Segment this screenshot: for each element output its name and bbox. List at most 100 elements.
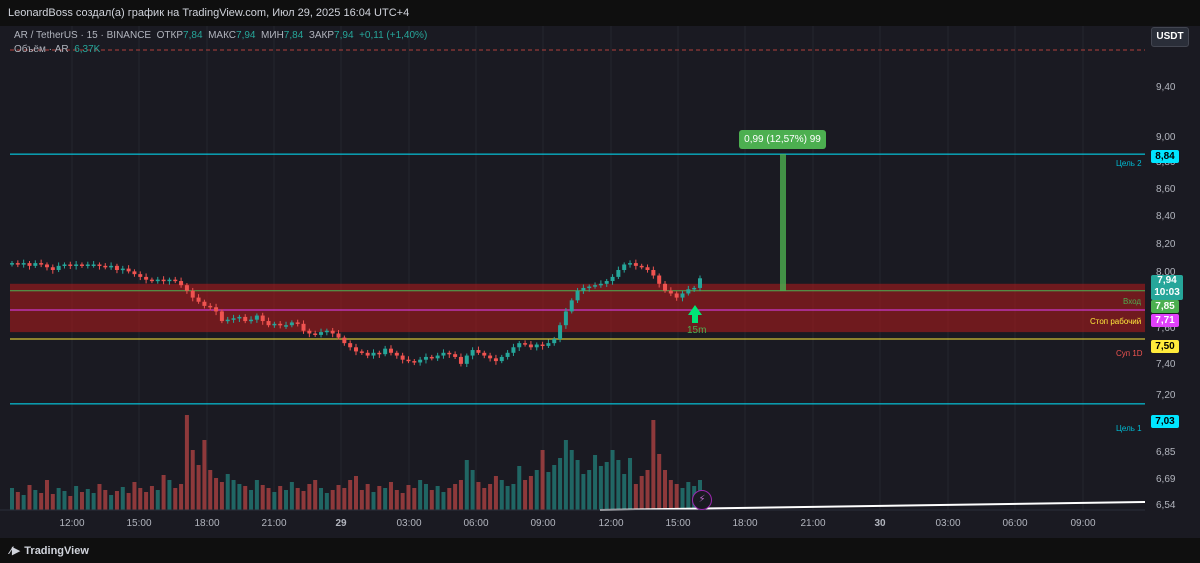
price-chart[interactable]: 9,409,008,808,608,408,208,007,807,607,40…	[0, 26, 1200, 538]
volume-bar	[558, 458, 563, 510]
volume-bar	[458, 480, 463, 510]
candle-body	[348, 343, 353, 348]
measure-label[interactable]: 0,99 (12,57%) 99	[739, 130, 826, 149]
volume-bar	[377, 486, 382, 510]
currency-button[interactable]: USDT	[1151, 27, 1189, 47]
volume-bar	[56, 488, 61, 510]
volume-bar	[249, 490, 254, 510]
volume-bar	[243, 486, 248, 510]
volume-bar	[167, 480, 172, 510]
candle-body	[97, 264, 102, 266]
low-value: 7,84	[283, 30, 304, 41]
volume-bar	[289, 482, 294, 510]
volume-bar	[342, 488, 347, 510]
current-price: 7,94	[1157, 275, 1177, 286]
volume-bar	[79, 492, 84, 510]
candle-body	[464, 355, 469, 364]
volume-bar	[686, 482, 691, 510]
candle-body	[540, 344, 545, 347]
x-tick-label: 03:00	[935, 518, 960, 529]
volume-bar	[354, 476, 358, 510]
candle-body	[517, 343, 522, 348]
candle-body	[616, 270, 621, 277]
volume-bar	[563, 440, 568, 510]
candle-body	[499, 356, 504, 362]
volume-bar	[120, 487, 125, 510]
candle-body	[126, 268, 131, 272]
volume-bar	[639, 476, 644, 510]
candle-body	[39, 263, 44, 265]
candle-body	[62, 264, 67, 266]
volume-bar	[214, 478, 219, 510]
volume-bar	[155, 490, 160, 510]
volume-bar	[505, 486, 510, 510]
volume-bar	[97, 484, 102, 510]
volume-bar	[616, 460, 621, 510]
candle-body	[622, 264, 627, 270]
volume-bar	[423, 484, 428, 510]
price-tag-current: 7,94 10:03	[1151, 275, 1183, 300]
candle-body	[254, 315, 259, 320]
candle-body	[208, 305, 213, 308]
volume-bar	[219, 482, 224, 510]
x-tick-label: 15:00	[126, 518, 151, 529]
level-label-stop: Стоп рабочий	[1090, 317, 1142, 326]
volume-bar	[651, 420, 656, 510]
volume-bar	[546, 472, 551, 510]
price-tag-target1: 7,03	[1151, 415, 1179, 428]
candle-body	[552, 339, 557, 344]
volume-bar	[464, 460, 469, 510]
x-tick-label: 21:00	[261, 518, 286, 529]
volume-bar	[44, 480, 49, 510]
volume-value: 6,37K	[74, 44, 101, 55]
candle-body	[633, 263, 638, 266]
volume-bar	[569, 450, 574, 510]
candle-body	[79, 264, 84, 266]
volume-bar	[313, 480, 318, 510]
candle-body	[558, 325, 563, 339]
x-tick-label: 06:00	[463, 518, 488, 529]
candle-body	[639, 265, 644, 268]
level-label-sup1d: Суп 1D	[1116, 349, 1143, 358]
price-tag-target2: 8,84	[1151, 150, 1179, 163]
x-tick-label: 15:00	[665, 518, 690, 529]
x-tick-label: 12:00	[59, 518, 84, 529]
bar-countdown: 10:03	[1154, 287, 1180, 298]
candle-body	[342, 337, 347, 344]
y-tick-label: 6,69	[1156, 474, 1176, 485]
close-label: ЗАКР	[308, 30, 335, 41]
candle-body	[289, 322, 294, 326]
candle-body	[179, 281, 184, 286]
volume-label[interactable]: Объём · AR	[14, 44, 69, 55]
volume-bar	[435, 486, 440, 510]
volume-bar	[680, 488, 685, 510]
volume-bar	[173, 488, 178, 510]
price-tag-entry: 7,85	[1151, 300, 1179, 313]
symbol-name[interactable]: AR / TetherUS · 15 · BINANCE	[14, 30, 152, 41]
y-tick-label: 8,00	[1156, 267, 1176, 278]
candle-body	[523, 343, 528, 345]
candle-body	[651, 270, 656, 276]
volume-bar	[493, 476, 498, 510]
lightning-icon[interactable]: ⚡	[692, 490, 712, 510]
low-label: МИН	[261, 30, 284, 41]
volume-bar	[149, 486, 154, 510]
candle-body	[581, 287, 586, 291]
candle-body	[476, 350, 481, 353]
volume-bar	[628, 458, 633, 510]
candle-body	[313, 333, 318, 335]
x-tick-label: 30	[874, 518, 886, 529]
volume-bar	[62, 491, 67, 510]
candle-body	[149, 279, 154, 282]
candle-body	[546, 343, 551, 346]
tradingview-logo[interactable]: ⁄▶ TradingView	[10, 544, 89, 557]
candle-body	[167, 279, 172, 282]
volume-bar	[394, 490, 399, 510]
candle-body	[243, 316, 248, 322]
candle-body	[657, 275, 662, 284]
candle-body	[604, 281, 609, 284]
volume-bar	[453, 484, 458, 510]
candle-body	[365, 352, 370, 356]
y-tick-label: 8,40	[1156, 211, 1176, 222]
candle-body	[593, 285, 598, 287]
